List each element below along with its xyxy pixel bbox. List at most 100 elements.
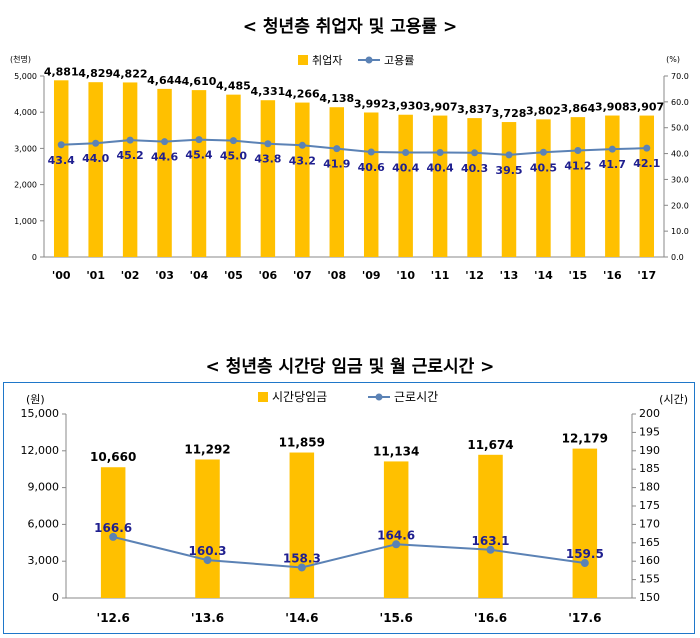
y-tick-label-right: 195 xyxy=(639,425,660,438)
y-tick-label-right: 175 xyxy=(639,499,660,512)
bar-data-label: 3,864 xyxy=(560,102,595,115)
line-data-label: 166.6 xyxy=(94,521,132,535)
x-tick-label: '12.6 xyxy=(97,611,130,625)
y-tick-label-left: 3,000 xyxy=(28,554,60,567)
y-tick-label-left: 1,000 xyxy=(14,217,37,226)
line-point xyxy=(608,145,616,153)
line-data-label: 40.4 xyxy=(392,162,419,175)
x-tick-label: '14.6 xyxy=(285,611,318,625)
bar-data-label: 3,908 xyxy=(595,101,630,114)
y-tick-label-right: 30.0 xyxy=(671,175,689,184)
x-tick-label: '13.6 xyxy=(191,611,224,625)
y-tick-label-right: 50.0 xyxy=(671,124,689,133)
line-data-label: 41.2 xyxy=(564,159,591,172)
line-data-label: 40.6 xyxy=(358,161,385,174)
y-tick-label-left: 4,000 xyxy=(14,108,37,117)
y-tick-label-left: 2,000 xyxy=(14,181,37,190)
y-tick-label-left: 12,000 xyxy=(21,444,60,457)
legend-bar-swatch xyxy=(298,55,308,65)
line-data-label: 164.6 xyxy=(377,528,415,542)
y-tick-label-right: 190 xyxy=(639,444,660,457)
bar-data-label: 3,930 xyxy=(388,100,423,113)
x-tick-label: '07 xyxy=(293,269,312,282)
bar xyxy=(88,82,103,257)
x-tick-label: '06 xyxy=(259,269,278,282)
y-tick-label-left: 5,000 xyxy=(14,72,37,81)
bar xyxy=(383,461,409,598)
line-point xyxy=(436,149,444,157)
line-data-label: 39.5 xyxy=(495,164,522,177)
chart2-title: < 청년층 시간당 임금 및 월 근로시간 > xyxy=(205,357,495,377)
y-tick-label-right: 10.0 xyxy=(671,227,689,236)
line-point xyxy=(643,144,651,152)
line-point xyxy=(109,532,118,541)
bar-data-label: 12,179 xyxy=(562,432,608,446)
line-point xyxy=(367,148,375,156)
line-point xyxy=(229,137,237,145)
y-tick-label-right: 165 xyxy=(639,536,660,549)
bar xyxy=(226,94,241,257)
x-tick-label: '14 xyxy=(534,269,553,282)
bar xyxy=(572,448,598,598)
bar xyxy=(195,459,220,598)
legend-line-label: 근로시간 xyxy=(394,390,438,404)
line-series xyxy=(61,138,647,156)
bar xyxy=(536,119,551,257)
line-point xyxy=(539,148,547,156)
line-point xyxy=(574,146,582,154)
line-point xyxy=(161,138,169,146)
line-data-label: 158.3 xyxy=(283,551,321,565)
legend-line-marker xyxy=(365,56,373,64)
bar-data-label: 4,485 xyxy=(216,80,251,93)
bar-data-label: 4,822 xyxy=(113,67,148,80)
bar-data-label: 10,660 xyxy=(90,450,136,464)
y-unit-left: (천명) xyxy=(10,54,31,64)
x-tick-label: '15.6 xyxy=(380,611,413,625)
line-data-label: 43.4 xyxy=(48,154,75,167)
x-tick-label: '05 xyxy=(224,269,243,282)
chart2-frame xyxy=(3,382,695,634)
line-point xyxy=(471,149,479,157)
y-tick-label-right: 170 xyxy=(639,517,660,530)
y-tick-label-right: 40.0 xyxy=(671,150,689,159)
line-point xyxy=(203,556,212,565)
bar xyxy=(570,117,586,257)
bar-data-label: 3,907 xyxy=(629,101,664,114)
bar xyxy=(363,112,379,258)
line-point xyxy=(486,545,495,554)
line-point xyxy=(92,139,100,147)
bar-data-label: 4,331 xyxy=(250,85,285,98)
x-tick-label: '04 xyxy=(190,269,209,282)
line-series xyxy=(112,535,585,569)
y-tick-label-right: 200 xyxy=(639,407,660,420)
bar xyxy=(605,115,620,258)
line-point xyxy=(333,145,341,153)
bar xyxy=(100,467,126,598)
line-data-label: 43.8 xyxy=(254,153,281,166)
x-tick-label: '08 xyxy=(327,269,346,282)
x-tick-label: '03 xyxy=(155,269,174,282)
line-point xyxy=(195,136,203,144)
bar xyxy=(53,80,69,257)
y-tick-label-left: 6,000 xyxy=(28,517,60,530)
x-tick-label: '15 xyxy=(569,269,588,282)
legend-bar-swatch xyxy=(258,392,268,402)
y-tick-label-right: 60.0 xyxy=(671,98,689,107)
x-tick-label: '12 xyxy=(465,269,484,282)
y-tick-label-right: 180 xyxy=(639,481,660,494)
legend-bar-label: 시간당임금 xyxy=(272,390,327,404)
chart1-title: < 청년층 취업자 및 고용률 > xyxy=(242,17,458,37)
line-data-label: 45.4 xyxy=(185,149,212,162)
y-tick-label-left: 9,000 xyxy=(28,481,60,494)
line-data-label: 42.1 xyxy=(633,157,660,170)
bar xyxy=(478,454,503,598)
line-point xyxy=(298,141,306,149)
bar-data-label: 4,266 xyxy=(285,88,320,101)
y-tick-label-right: 0.0 xyxy=(671,253,684,262)
y-unit-left: (원) xyxy=(26,393,45,406)
x-tick-label: '11 xyxy=(431,269,450,282)
bar-data-label: 11,134 xyxy=(373,444,419,458)
y-tick-label-right: 20.0 xyxy=(671,201,689,210)
bar xyxy=(191,90,207,257)
bar xyxy=(432,115,448,258)
